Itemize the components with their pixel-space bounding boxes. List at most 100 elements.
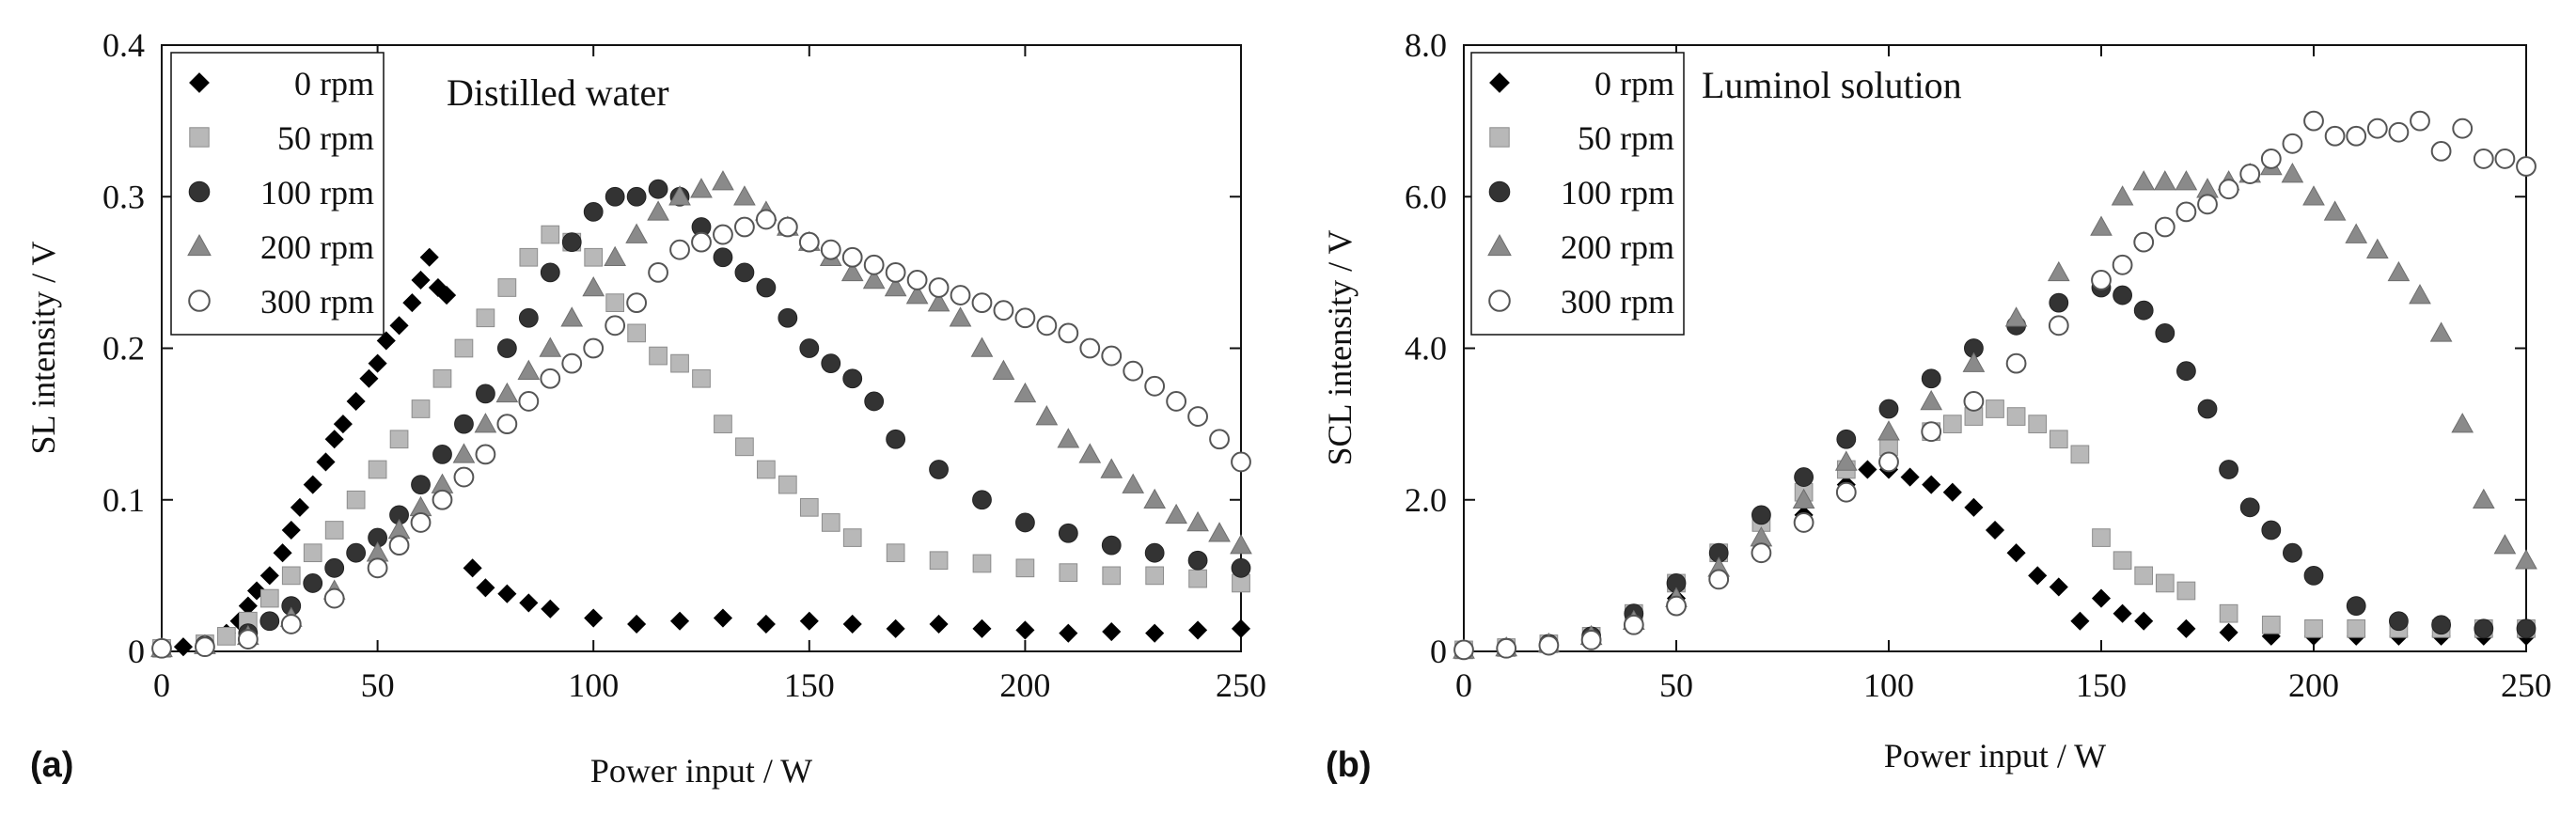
data-point xyxy=(2430,140,2452,162)
data-point xyxy=(2154,216,2175,238)
data-point xyxy=(290,497,310,517)
data-point xyxy=(2281,163,2304,183)
data-point xyxy=(1143,488,1167,509)
data-point xyxy=(561,352,583,374)
data-point xyxy=(2049,292,2069,313)
data-point xyxy=(970,337,994,357)
data-point xyxy=(1453,639,1474,661)
data-point xyxy=(2113,551,2132,571)
data-point xyxy=(463,558,482,578)
data-point xyxy=(713,224,733,245)
data-point xyxy=(627,614,647,634)
data-point xyxy=(2409,284,2431,305)
data-point xyxy=(2090,215,2113,236)
data-point xyxy=(2366,117,2388,139)
legend-label: 200 rpm xyxy=(1561,228,1674,266)
data-point xyxy=(1036,315,1058,337)
data-point xyxy=(151,637,172,659)
data-point xyxy=(2197,194,2218,215)
data-point xyxy=(2092,528,2111,547)
data-point xyxy=(2410,110,2430,132)
data-point xyxy=(540,368,561,389)
data-point xyxy=(1751,505,1771,525)
data-point xyxy=(625,223,648,243)
data-point xyxy=(2431,615,2452,635)
data-point xyxy=(195,636,215,658)
panel-a-legend: 0 rpm 50 rpm 100 rpm 200 rpm 300 rpm xyxy=(170,52,385,336)
legend-label: 300 rpm xyxy=(260,283,374,321)
data-point xyxy=(2388,121,2410,143)
data-point xyxy=(670,353,689,373)
data-point xyxy=(497,584,517,603)
panel-a-ylabel: SL intensity / V xyxy=(24,241,62,454)
data-point xyxy=(821,513,840,532)
data-point xyxy=(454,338,474,358)
data-point xyxy=(1231,618,1251,638)
data-point xyxy=(648,261,668,283)
data-point xyxy=(1100,458,1123,478)
data-point xyxy=(1964,497,1984,517)
data-point xyxy=(376,331,396,351)
data-point xyxy=(863,254,885,275)
panel-b-ylabel: SCL intensity / V xyxy=(1321,229,1359,465)
data-point xyxy=(324,557,345,578)
data-point xyxy=(864,391,885,412)
data-point xyxy=(2429,321,2453,342)
data-point xyxy=(2112,254,2133,275)
data-point xyxy=(2283,542,2302,563)
data-point xyxy=(1014,307,1036,329)
data-point xyxy=(928,277,950,298)
data-point xyxy=(2516,156,2537,177)
data-point xyxy=(2365,238,2389,258)
data-point xyxy=(2049,577,2068,597)
data-point xyxy=(605,293,625,312)
data-point xyxy=(1057,428,1080,448)
legend-marker xyxy=(189,72,210,93)
data-point xyxy=(2516,618,2537,639)
panel-a-xlabel: Power input / W xyxy=(590,752,812,790)
data-point xyxy=(1836,429,1857,449)
data-point xyxy=(346,391,366,411)
x-tick-label: 0 xyxy=(1455,666,1472,704)
data-point xyxy=(2049,430,2068,449)
data-point xyxy=(1985,520,2005,540)
data-point xyxy=(842,368,863,389)
x-tick-label: 100 xyxy=(1863,666,1914,704)
series-300-rpm xyxy=(151,209,1251,659)
data-point xyxy=(324,521,344,540)
data-point xyxy=(411,270,431,290)
data-point xyxy=(1123,360,1144,382)
data-point xyxy=(626,186,647,207)
data-point xyxy=(2219,603,2238,623)
data-point xyxy=(712,170,734,191)
data-point xyxy=(582,275,605,297)
data-point xyxy=(1751,542,1772,564)
data-point xyxy=(2134,566,2154,586)
data-point xyxy=(755,209,777,230)
data-point xyxy=(1144,542,1165,563)
data-point xyxy=(2303,565,2324,586)
data-point xyxy=(1623,614,1644,635)
data-point xyxy=(541,599,560,618)
legend-marker xyxy=(188,180,211,203)
data-point xyxy=(2473,149,2494,169)
legend-marker xyxy=(189,127,210,148)
data-point xyxy=(2218,179,2239,200)
data-point xyxy=(2132,170,2156,191)
data-point xyxy=(2387,260,2411,282)
data-point xyxy=(605,186,625,207)
data-point xyxy=(367,557,388,579)
data-point xyxy=(496,338,517,358)
data-point xyxy=(2239,497,2260,518)
data-point xyxy=(2006,407,2026,426)
series-300-rpm xyxy=(1453,110,2537,661)
data-point xyxy=(1059,563,1078,582)
data-point xyxy=(929,460,949,479)
data-point xyxy=(2346,596,2366,617)
legend-marker xyxy=(187,233,212,257)
data-point xyxy=(389,430,409,449)
data-point xyxy=(539,337,562,357)
legend-label: 300 rpm xyxy=(1561,283,1674,321)
data-point xyxy=(324,430,344,449)
